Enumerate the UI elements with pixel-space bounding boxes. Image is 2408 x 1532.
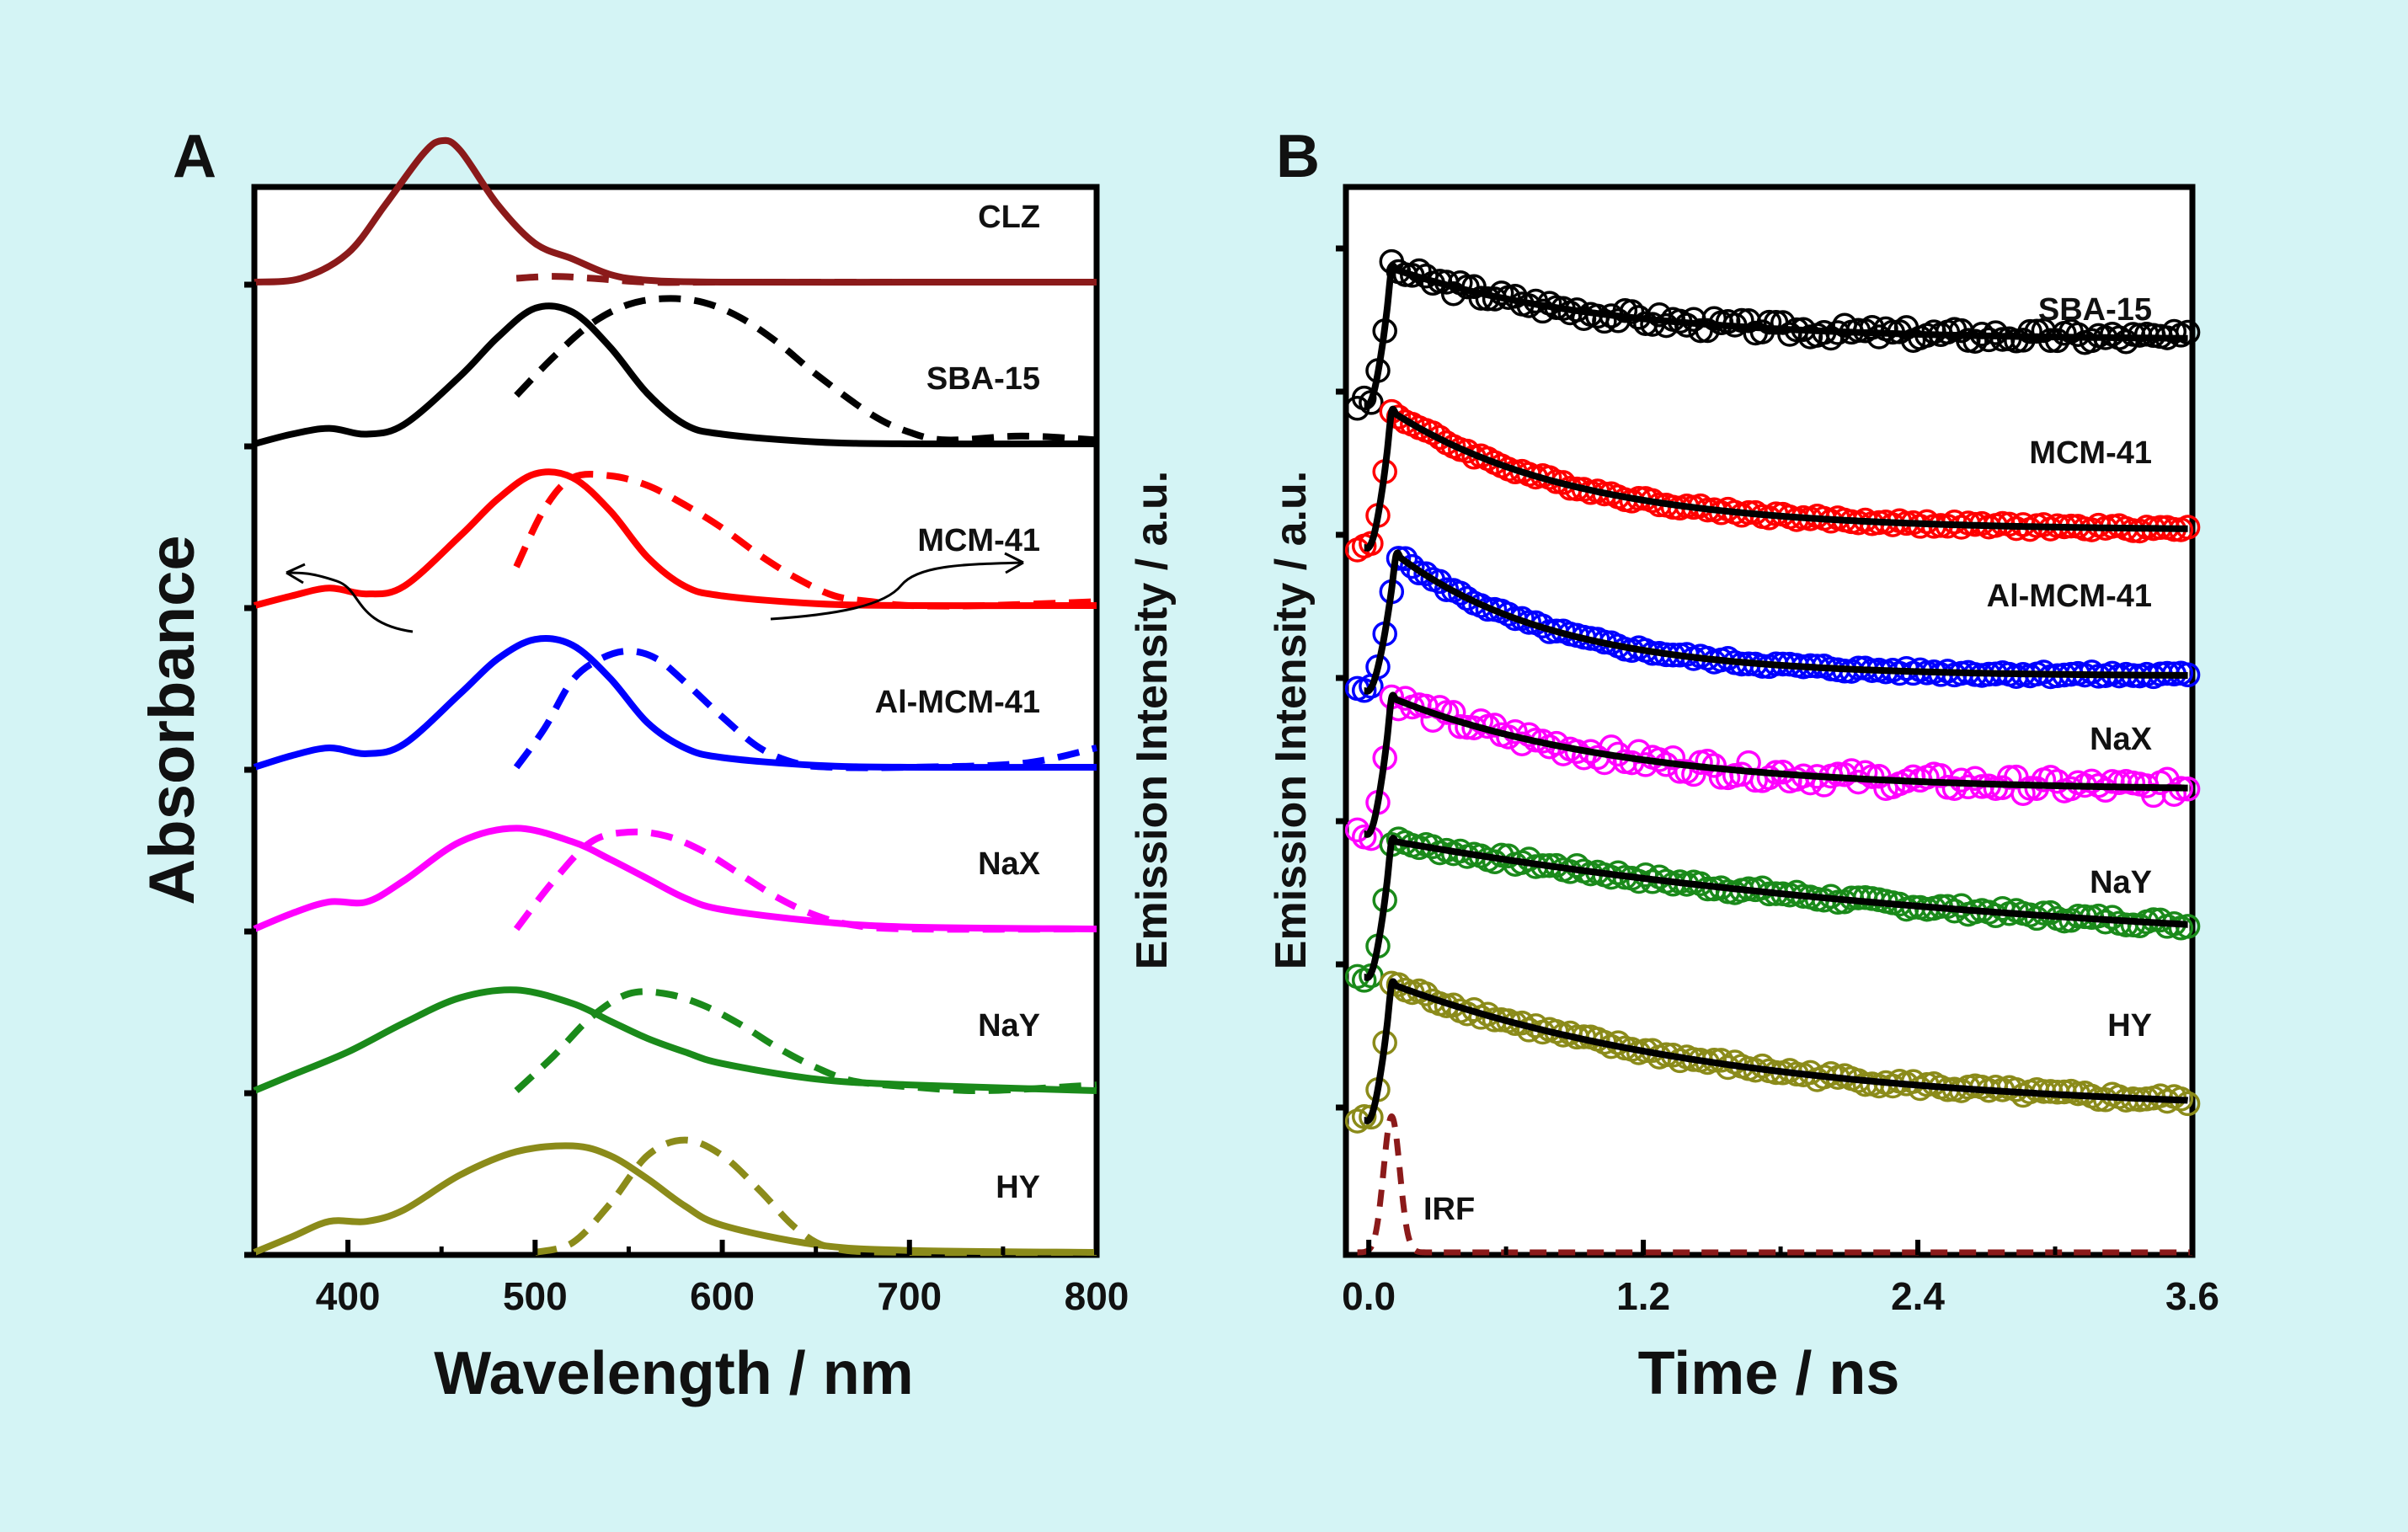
emission-curve-hy	[534, 1136, 1097, 1257]
decay-fit-nax	[1363, 691, 2188, 838]
panel-a-series-label: NaY	[978, 1008, 1040, 1044]
panel-a-curves	[253, 136, 1097, 1257]
emission-curve-clz	[515, 273, 1097, 286]
emission-curve-mcm-41	[513, 471, 1097, 610]
panel-a-series-label: Al-MCM-41	[875, 685, 1040, 720]
panel-a-series-label: HY	[996, 1170, 1040, 1205]
decay-point-hy	[1351, 1104, 1377, 1129]
decay-point-al-mcm-41	[1386, 546, 1412, 571]
absorbance-curve-nax	[253, 825, 1097, 932]
decay-point-sba-15	[1729, 307, 1754, 334]
decay-fit-nay	[1363, 835, 2188, 981]
panel-a-xtick-label: 400	[316, 1274, 381, 1318]
panel-a-series-label: SBA-15	[926, 361, 1040, 397]
decay-fit-sba-15	[1363, 262, 2188, 408]
panel-a-series-labels: CLZ SBA-15 MCM-41 Al-MCM-41 NaX NaY HY	[875, 200, 1041, 1205]
panel-b-xtick-label: 2.4	[1891, 1274, 1945, 1318]
panel-a-label: A	[173, 123, 216, 190]
decay-point-nax	[1996, 765, 2022, 790]
panel-b-xtick-label: 0.0	[1342, 1274, 1396, 1318]
irf-curve	[1357, 1113, 2192, 1256]
panel-a-xtick-label: 700	[877, 1274, 942, 1318]
decay-point-sba-15	[1695, 318, 1720, 344]
decay-point-sba-15	[1756, 309, 1782, 335]
panel-a-ylabel-left: Absorbance	[136, 535, 208, 905]
decay-fit-al-mcm-41	[1364, 549, 2188, 695]
decay-point-sba-15	[1962, 328, 1988, 354]
panel-b-curves	[1344, 248, 2201, 1256]
emission-curve-nay	[514, 988, 1097, 1095]
decay-point-nax	[1468, 708, 1494, 734]
decay-point-nax	[1962, 766, 1988, 792]
decay-fit-hy	[1363, 978, 2189, 1124]
panel-a-frame	[251, 184, 1100, 1258]
decay-point-nay	[1351, 968, 1377, 993]
decay-point-al-mcm-41	[1427, 568, 1453, 595]
absorbance-curve-sba-15	[253, 302, 1097, 448]
decay-point-al-mcm-41	[1455, 585, 1480, 611]
panel-b: B 0.0 1.2 2.4 3.6 SBA-15 MCM-41 Al-MCM-41 NaX N…	[1267, 123, 2219, 1407]
panel-b-series-label: NaX	[2090, 722, 2153, 757]
absorbance-curve-clz	[254, 136, 1097, 286]
panel-b-frame	[1343, 184, 2196, 1258]
decay-point-nax	[1941, 776, 1968, 801]
panel-b-xtick-label: 3.6	[2165, 1274, 2219, 1318]
panel-b-series-labels: SBA-15 MCM-41 Al-MCM-41 NaX NaY HY IRF	[1423, 292, 2153, 1227]
decay-point-nax	[1667, 759, 1693, 784]
arrow-absorbance-left-icon	[286, 571, 414, 633]
decay-point-mcm-41	[1427, 424, 1453, 451]
panel-a: A 400 500 600 700 800 CLZ SBA-15 MCM-41 Al-MCM-…	[136, 123, 1177, 1407]
arrow-emission-right-icon	[770, 561, 1024, 621]
arrow-head-right-icon	[1004, 552, 1024, 574]
panel-b-ticks: 0.0 1.2 2.4 3.6	[1336, 245, 2219, 1318]
panel-b-series-label: SBA-15	[2038, 292, 2152, 328]
panel-b-ylabel: Emission Intensity / a.u.	[1267, 471, 1316, 969]
panel-b-series-label: MCM-41	[2029, 435, 2152, 471]
panel-b-xlabel: Time / ns	[1638, 1340, 1900, 1407]
decay-point-al-mcm-41	[1400, 553, 1425, 579]
panel-a-xtick-label: 800	[1065, 1274, 1129, 1318]
panel-a-xtick-label: 600	[690, 1274, 755, 1318]
decay-point-nax	[1660, 745, 1686, 771]
panel-a-series-label: MCM-41	[917, 523, 1040, 558]
decay-point-sba-15	[1688, 318, 1713, 344]
emission-curve-al-mcm-41	[513, 647, 1097, 771]
emission-curve-sba-15	[514, 295, 1097, 444]
arrow-head-left-icon	[286, 563, 306, 585]
irf-label: IRF	[1423, 1192, 1475, 1227]
decay-point-sba-15	[2175, 319, 2201, 345]
decay-point-nax	[2161, 782, 2187, 807]
panel-a-ticks: 400 500 600 700 800	[244, 281, 1129, 1318]
panel-b-series-label: NaY	[2090, 865, 2152, 900]
panel-a-series-label: NaX	[978, 846, 1041, 882]
absorbance-curve-hy	[253, 1142, 1097, 1256]
decay-point-nax	[1440, 700, 1466, 725]
panel-b-label: B	[1276, 123, 1320, 190]
emission-curve-nax	[513, 828, 1097, 933]
decay-point-sba-15	[2037, 328, 2064, 354]
decay-point-sba-15	[2017, 318, 2042, 344]
panel-b-series-label: HY	[2107, 1008, 2152, 1044]
decay-point-nax	[1695, 748, 1720, 774]
panel-b-series-label: Al-MCM-41	[1987, 579, 2152, 614]
decay-point-sba-15	[1592, 308, 1617, 334]
panel-b-xtick-label: 1.2	[1616, 1274, 1670, 1318]
decay-point-hy	[2175, 1091, 2201, 1117]
panel-a-xtick-label: 500	[503, 1274, 568, 1318]
decay-point-al-mcm-41	[1413, 561, 1439, 587]
panel-a-xlabel: Wavelength / nm	[434, 1340, 913, 1407]
decay-fit-mcm-41	[1363, 405, 2188, 552]
panel-a-ylabel-right: Emission Intensity / a.u.	[1128, 471, 1177, 969]
panel-a-series-label: CLZ	[978, 200, 1040, 235]
